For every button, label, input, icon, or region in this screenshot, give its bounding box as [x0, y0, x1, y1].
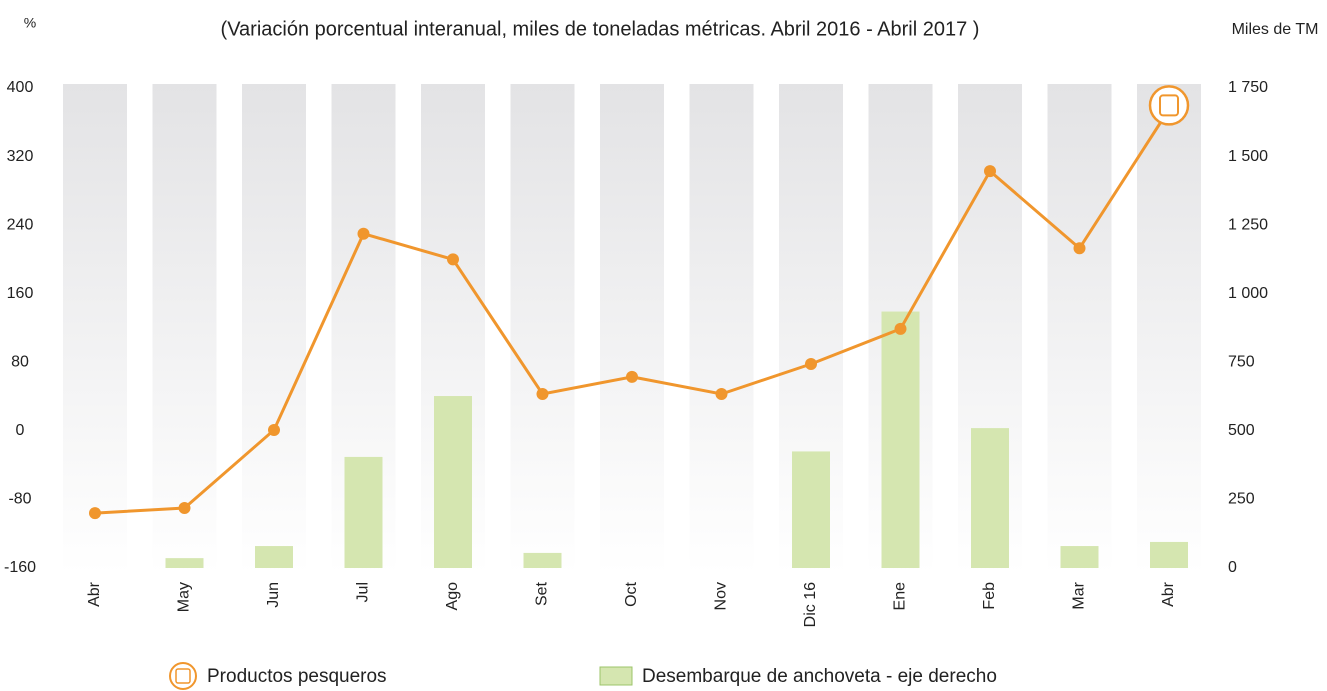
y2-tick-label: 1 250	[1228, 216, 1268, 233]
y2-tick-label: 750	[1228, 354, 1255, 371]
y-axis-label: %	[24, 15, 36, 31]
chart-title: (Variación porcentual interanual, miles …	[221, 18, 980, 40]
legend-icon	[599, 666, 633, 686]
bar	[344, 456, 383, 568]
x-tick-label: Feb	[981, 582, 998, 610]
point	[1073, 242, 1086, 255]
point	[984, 165, 996, 178]
y-tick-label: -160	[4, 559, 36, 576]
column-band	[689, 84, 754, 574]
column-band	[63, 84, 127, 574]
x-tick-label: Ago	[444, 582, 461, 611]
x-tick-label: Jul	[355, 582, 372, 602]
plot: -160 -80 0 80 160 240 320 400 0 250 500 750 1 000 1 2…	[4, 79, 1268, 627]
y2-tick-label: 1 750	[1228, 79, 1268, 96]
y-tick-label: 0	[16, 422, 25, 439]
y2-tick-label: 1 000	[1228, 285, 1268, 302]
x-tick-label: Dic 16	[802, 582, 819, 627]
legend: Productos pesqueros Desembarque de ancho…	[169, 662, 997, 690]
legend-label: Productos pesqueros	[207, 666, 387, 687]
y-tick-label: 160	[7, 285, 34, 302]
bar	[881, 311, 920, 568]
bar	[1150, 541, 1188, 568]
x-tick-label: Nov	[713, 582, 730, 610]
bar	[971, 428, 1009, 568]
x-tick-label: Mar	[1071, 581, 1088, 609]
x-tick-label: Abr	[1160, 581, 1177, 607]
y-tick-label: 320	[7, 148, 34, 165]
point	[447, 253, 459, 266]
point	[805, 358, 817, 370]
legend-label: Desembarque de anchoveta - eje derecho	[642, 666, 997, 687]
bar	[255, 546, 293, 568]
x-tick-label: Ene	[892, 582, 909, 611]
y-tick-label: 240	[7, 216, 34, 233]
x-tick-label: May	[176, 582, 193, 612]
y-tick-label: 400	[7, 79, 34, 96]
point	[715, 388, 728, 400]
y2-tick-label: 0	[1228, 559, 1237, 576]
x-tick-label: Set	[534, 581, 551, 606]
y2-axis-label: Miles de TM	[1232, 21, 1319, 38]
bar	[434, 396, 472, 568]
y-tick-label: 80	[11, 354, 29, 371]
y-tick-label: -80	[8, 491, 31, 508]
y2-tick-label: 500	[1228, 422, 1255, 439]
column-band	[242, 84, 306, 574]
x-tick-label: Jun	[265, 582, 282, 608]
point	[268, 424, 280, 436]
point	[536, 388, 549, 400]
column-band	[1137, 84, 1201, 574]
x-tick-label: Oct	[623, 581, 640, 606]
y2-tick-label: 250	[1228, 491, 1255, 508]
column-band	[152, 84, 217, 574]
bar	[1060, 546, 1099, 568]
point	[357, 227, 370, 240]
point	[626, 370, 638, 383]
point	[89, 507, 101, 520]
bar	[792, 451, 830, 568]
bar	[165, 558, 204, 568]
point	[178, 502, 191, 514]
column-band	[510, 84, 575, 574]
column-band	[600, 84, 664, 574]
x-tick-label: Abr	[86, 581, 103, 607]
legend-icon-detail	[175, 668, 191, 684]
legend-icon	[169, 662, 197, 690]
y2-tick-label: 1 500	[1228, 148, 1268, 165]
point	[894, 322, 907, 335]
bar	[523, 552, 562, 568]
column-band	[1047, 84, 1112, 574]
end-icon-detail	[1159, 94, 1179, 117]
end-icon	[1148, 85, 1190, 126]
